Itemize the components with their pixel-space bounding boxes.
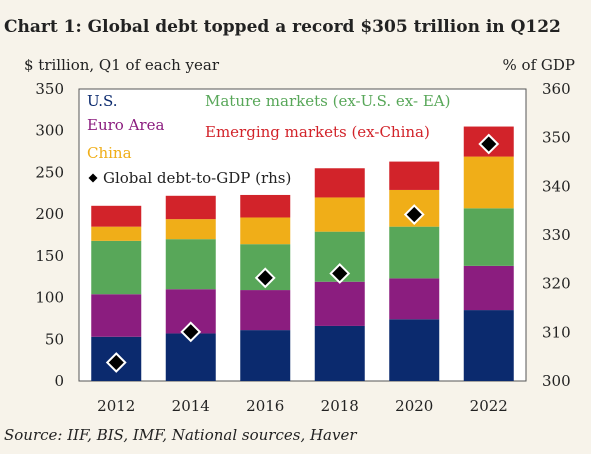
- debt-to-gdp-marker-2014: [180, 321, 202, 343]
- bar-2018-series-4: [314, 168, 365, 198]
- left-tick-label: 50: [45, 330, 64, 348]
- bar-2018-series-1: [314, 281, 365, 326]
- bar-2016-series-3: [240, 217, 291, 245]
- debt-to-gdp-marker-2018: [329, 263, 351, 284]
- legend-entry-series-3: China: [87, 144, 132, 162]
- bar-2020-series-1: [389, 278, 440, 320]
- source-note: Source: IIF, BIS, IMF, National sources,…: [4, 426, 357, 444]
- left-tick-label: 100: [35, 289, 64, 307]
- bar-2012-series-3: [91, 226, 142, 241]
- x-tick-label: 2022: [470, 397, 508, 415]
- bar-2022-series-3: [463, 156, 514, 209]
- right-tick-label: 320: [542, 275, 571, 293]
- plot-area: [78, 88, 527, 382]
- legend-entry-debt-to-gdp: Global debt-to-GDP (rhs): [103, 169, 291, 187]
- bar-2022-series-2: [463, 208, 514, 266]
- legend-entry-series-1: Euro Area: [87, 116, 164, 134]
- bar-2012-series-2: [91, 240, 142, 295]
- bar-2020-series-2: [389, 226, 440, 279]
- bar-2022-series-1: [463, 265, 514, 311]
- right-tick-label: 360: [542, 80, 571, 98]
- debt-to-gdp-marker-2022: [478, 133, 500, 155]
- left-tick-label: 250: [35, 163, 64, 181]
- legend-entry-series-0: U.S.: [87, 92, 118, 110]
- right-tick-label: 310: [542, 323, 571, 341]
- bar-2016-series-1: [240, 290, 291, 331]
- bar-2012-series-4: [91, 205, 142, 227]
- right-tick-label: 340: [542, 177, 571, 195]
- bar-2018-series-0: [314, 325, 365, 381]
- left-tick-label: 150: [35, 247, 64, 265]
- x-tick-label: 2018: [321, 397, 359, 415]
- right-tick-label: 330: [542, 226, 571, 244]
- chart-title: Chart 1: Global debt topped a record $30…: [4, 17, 561, 37]
- right-axis-label: % of GDP: [502, 56, 575, 74]
- legend-entry-series-2: Mature markets (ex-U.S. ex- EA): [205, 92, 450, 110]
- bar-2018-series-3: [314, 197, 365, 232]
- x-tick-label: 2020: [395, 397, 433, 415]
- left-axis-label: $ trillion, Q1 of each year: [24, 56, 219, 74]
- left-tick-label: 0: [54, 372, 64, 390]
- right-tick-label: 350: [542, 129, 571, 147]
- debt-to-gdp-marker-2020: [403, 204, 425, 225]
- debt-to-gdp-marker-2012: [105, 352, 127, 373]
- bar-2014-series-4: [165, 195, 216, 220]
- bar-2014-series-2: [165, 239, 216, 290]
- bar-2012-series-1: [91, 294, 142, 337]
- left-tick-label: 200: [35, 205, 64, 223]
- left-tick-label: 350: [35, 80, 64, 98]
- bar-2014-series-3: [165, 219, 216, 240]
- bar-2020-series-4: [389, 161, 440, 190]
- bar-2020-series-0: [389, 319, 440, 381]
- x-tick-label: 2012: [97, 397, 135, 415]
- debt-to-gdp-marker-2016: [254, 267, 276, 289]
- right-tick-label: 300: [542, 372, 571, 390]
- bar-2022-series-0: [463, 310, 514, 381]
- left-tick-label: 300: [35, 122, 64, 140]
- x-tick-label: 2014: [172, 397, 210, 415]
- x-tick-label: 2016: [246, 397, 284, 415]
- legend-entry-series-4: Emerging markets (ex-China): [205, 123, 430, 141]
- bar-2016-series-0: [240, 330, 291, 381]
- bar-2016-series-4: [240, 194, 291, 218]
- legend-diamond-icon: [88, 173, 98, 183]
